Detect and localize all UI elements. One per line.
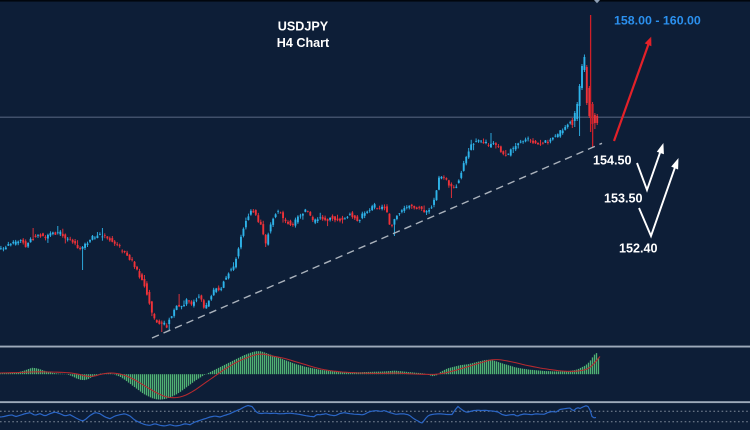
svg-text:USDJPY: USDJPY — [278, 20, 329, 34]
svg-text:152.40: 152.40 — [619, 241, 658, 255]
svg-text:158.00 - 160.00: 158.00 - 160.00 — [614, 13, 701, 27]
svg-text:154.50: 154.50 — [593, 153, 632, 167]
svg-text:153.50: 153.50 — [604, 192, 643, 206]
svg-text:H4 Chart: H4 Chart — [277, 36, 330, 50]
